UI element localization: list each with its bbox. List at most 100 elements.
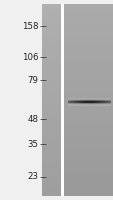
- Bar: [100, 104, 101, 105]
- Bar: [103, 102, 104, 103]
- Bar: [80, 99, 82, 100]
- Bar: [105, 99, 107, 100]
- Bar: [76, 99, 78, 100]
- Bar: [41, 30, 60, 33]
- Bar: [41, 97, 60, 100]
- Bar: [78, 98, 79, 99]
- Bar: [64, 135, 113, 138]
- Bar: [96, 98, 97, 99]
- Bar: [93, 99, 94, 100]
- Bar: [68, 103, 69, 104]
- Bar: [41, 158, 60, 161]
- Bar: [100, 99, 101, 100]
- Bar: [90, 101, 92, 102]
- Bar: [87, 99, 89, 100]
- Bar: [41, 193, 60, 196]
- Bar: [85, 98, 86, 99]
- Bar: [41, 132, 60, 135]
- Bar: [64, 190, 113, 193]
- Bar: [100, 101, 101, 102]
- Bar: [107, 101, 108, 102]
- Bar: [92, 99, 93, 100]
- Bar: [64, 177, 113, 180]
- Bar: [89, 105, 90, 106]
- Bar: [69, 104, 71, 105]
- Bar: [64, 106, 113, 110]
- Bar: [92, 100, 93, 101]
- Bar: [64, 71, 113, 74]
- Bar: [96, 105, 97, 106]
- Bar: [100, 100, 101, 101]
- Bar: [80, 103, 82, 104]
- Bar: [64, 100, 113, 103]
- Bar: [78, 105, 79, 106]
- Bar: [41, 110, 60, 113]
- Bar: [97, 103, 98, 104]
- Bar: [41, 55, 60, 58]
- Bar: [41, 180, 60, 183]
- Bar: [72, 104, 73, 105]
- Bar: [108, 105, 110, 106]
- Bar: [41, 106, 60, 110]
- Bar: [93, 104, 94, 105]
- Bar: [60, 4, 64, 196]
- Bar: [64, 90, 113, 94]
- Bar: [80, 101, 82, 102]
- Text: 48: 48: [27, 115, 38, 124]
- Bar: [107, 100, 108, 101]
- Bar: [87, 100, 89, 101]
- Bar: [76, 103, 78, 104]
- Bar: [83, 101, 85, 102]
- Bar: [41, 183, 60, 186]
- Bar: [98, 103, 100, 104]
- Bar: [73, 104, 75, 105]
- Bar: [83, 99, 85, 100]
- Bar: [82, 101, 83, 102]
- Bar: [79, 99, 80, 100]
- Bar: [96, 104, 97, 105]
- Bar: [97, 104, 98, 105]
- Bar: [41, 20, 60, 23]
- Bar: [108, 104, 110, 105]
- Bar: [96, 100, 97, 101]
- Bar: [78, 103, 79, 104]
- Bar: [89, 100, 90, 101]
- Bar: [101, 98, 103, 99]
- Bar: [82, 103, 83, 104]
- Bar: [87, 103, 89, 104]
- Bar: [71, 104, 72, 105]
- Bar: [73, 100, 75, 101]
- Bar: [72, 102, 73, 103]
- Bar: [79, 98, 80, 99]
- Bar: [103, 103, 104, 104]
- Bar: [64, 17, 113, 20]
- Bar: [105, 103, 107, 104]
- Bar: [72, 100, 73, 101]
- Bar: [101, 101, 103, 102]
- Bar: [76, 102, 78, 103]
- Bar: [100, 105, 101, 106]
- Bar: [92, 105, 93, 106]
- Bar: [105, 105, 107, 106]
- Bar: [41, 4, 60, 196]
- Bar: [90, 98, 92, 99]
- Bar: [78, 101, 79, 102]
- Bar: [101, 104, 103, 105]
- Bar: [94, 104, 96, 105]
- Bar: [69, 103, 71, 104]
- Bar: [41, 129, 60, 132]
- Bar: [64, 4, 113, 7]
- Bar: [86, 103, 87, 104]
- Bar: [104, 99, 105, 100]
- Bar: [64, 142, 113, 145]
- Bar: [85, 103, 86, 104]
- Bar: [82, 104, 83, 105]
- Bar: [68, 101, 69, 102]
- Bar: [64, 55, 113, 58]
- Bar: [64, 94, 113, 97]
- Bar: [41, 145, 60, 148]
- Bar: [71, 98, 72, 99]
- Bar: [73, 98, 75, 99]
- Bar: [41, 113, 60, 116]
- Bar: [94, 100, 96, 101]
